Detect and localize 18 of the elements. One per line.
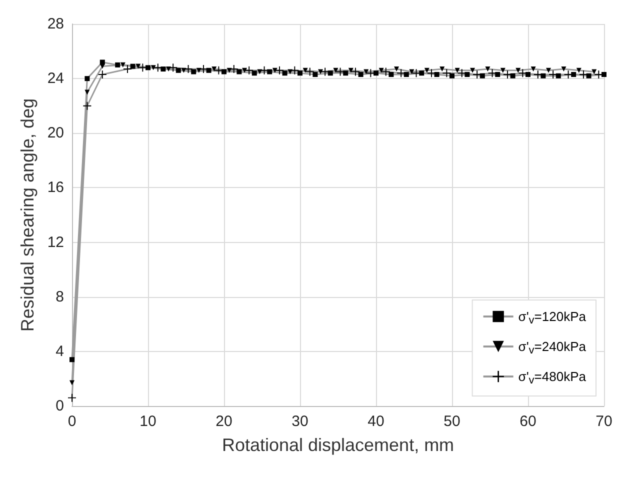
y-tick-label: 0 xyxy=(56,398,64,414)
x-tick-label: 60 xyxy=(520,413,536,430)
x-tick-label: 20 xyxy=(216,413,232,430)
x-tick-label: 10 xyxy=(140,413,156,430)
y-axis-title: Residual shearing angle, deg xyxy=(17,98,38,332)
x-axis-title: Rotational displacement, mm xyxy=(222,435,454,455)
y-tick-label: 28 xyxy=(47,16,64,32)
y-tick-label: 24 xyxy=(47,70,64,88)
y-tick-label: 8 xyxy=(56,288,64,306)
x-tick-label: 40 xyxy=(368,413,384,430)
x-tick-label: 70 xyxy=(596,413,612,430)
x-tick-label: 50 xyxy=(444,413,460,430)
x-tick-label: 0 xyxy=(68,413,76,430)
y-tick-label: 16 xyxy=(47,179,64,196)
y-tick-label: 12 xyxy=(47,234,64,251)
y-tick-label: 4 xyxy=(56,342,64,360)
y-tick-label: 20 xyxy=(47,124,64,142)
x-tick-label: 30 xyxy=(292,413,308,430)
